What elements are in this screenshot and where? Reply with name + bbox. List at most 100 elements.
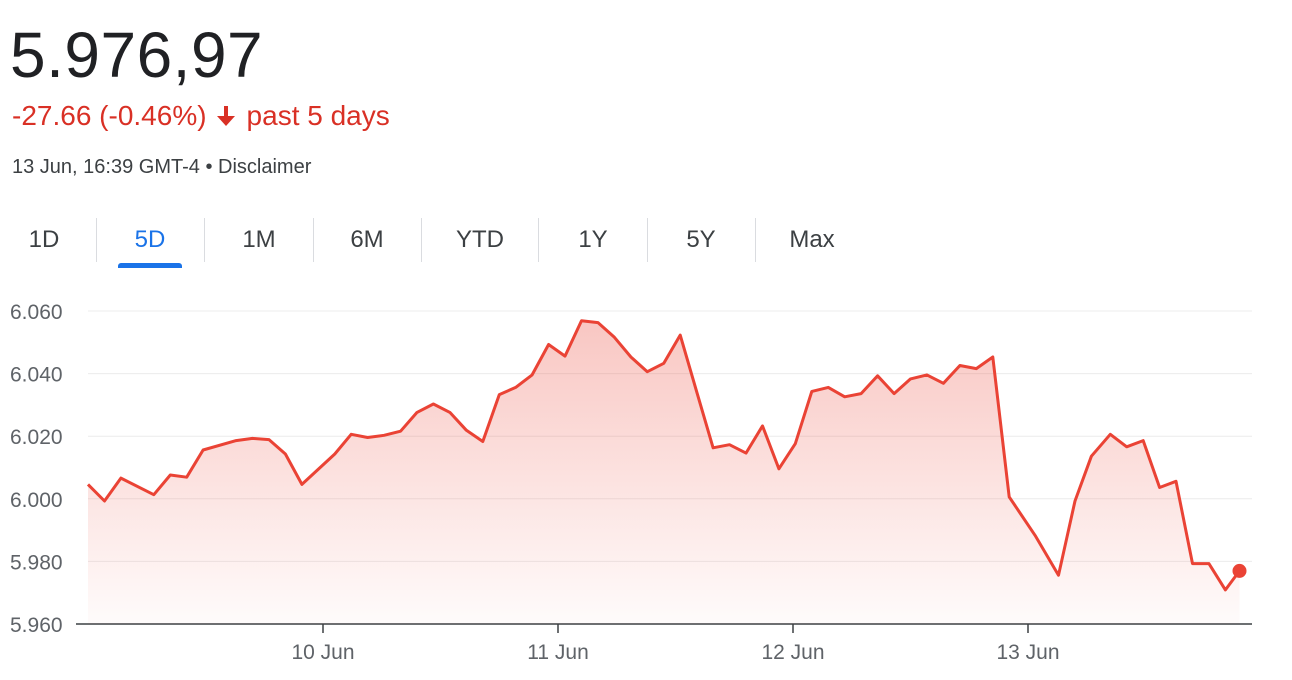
y-tick-label: 5.980 <box>10 551 63 574</box>
data-point <box>761 424 765 428</box>
data-point <box>1158 486 1162 490</box>
data-point <box>481 440 485 444</box>
data-point <box>958 364 962 368</box>
data-point <box>86 482 90 486</box>
data-point <box>464 428 468 432</box>
data-point <box>547 343 551 347</box>
data-point <box>596 321 600 325</box>
change-value: -27.66 (-0.46%) <box>12 100 207 131</box>
tab-label: 1Y <box>578 226 608 253</box>
tab-divider <box>647 218 648 262</box>
data-point <box>612 335 616 339</box>
x-tick-label: 12 Jun <box>761 641 824 664</box>
data-point <box>1073 499 1077 503</box>
tab-1d[interactable]: 1D <box>8 212 80 268</box>
tab-1y[interactable]: 1Y <box>556 212 630 268</box>
data-point <box>1108 432 1112 436</box>
change-period: past 5 days <box>246 100 390 131</box>
y-tick-label: 6.060 <box>10 301 63 324</box>
data-point <box>1141 439 1145 443</box>
data-point <box>415 410 419 414</box>
data-point <box>1174 479 1178 483</box>
data-point <box>119 476 123 480</box>
data-point <box>234 439 238 443</box>
data-point <box>366 436 370 440</box>
data-point <box>892 392 896 396</box>
tab-6m[interactable]: 6M <box>330 212 404 268</box>
data-point <box>431 402 435 406</box>
data-point <box>349 432 353 436</box>
data-point <box>810 389 814 393</box>
tab-divider <box>204 218 205 262</box>
x-tick-label: 13 Jun <box>996 641 1059 664</box>
current-price: 5.976,97 <box>10 19 264 91</box>
tab-divider <box>96 218 97 262</box>
data-point <box>1089 454 1093 458</box>
data-point <box>941 381 945 385</box>
data-point <box>793 442 797 446</box>
tab-label: 1M <box>242 226 276 253</box>
data-point <box>580 319 584 323</box>
data-point <box>1191 562 1195 566</box>
y-tick-label: 5.960 <box>10 614 63 637</box>
tab-divider <box>313 218 314 262</box>
tab-ytd[interactable]: YTD <box>436 212 524 268</box>
data-point <box>645 370 649 374</box>
tab-label: 5Y <box>686 226 716 253</box>
data-point <box>1033 533 1037 537</box>
y-tick-label: 6.040 <box>10 364 63 387</box>
disclaimer-link[interactable]: Disclaimer <box>218 156 312 178</box>
data-point <box>103 499 107 503</box>
tab-5y[interactable]: 5Y <box>664 212 738 268</box>
data-point <box>1223 588 1227 592</box>
tab-5d[interactable]: 5D <box>112 212 188 268</box>
last-price-marker <box>1232 563 1247 578</box>
data-point <box>1007 495 1011 499</box>
data-point <box>1057 573 1061 577</box>
range-tabs: 1D 5D 1M 6M YTD 1Y 5Y Max <box>0 212 900 270</box>
active-tab-indicator <box>118 263 182 268</box>
area-fill <box>88 320 1240 624</box>
timestamp-line: 13 Jun, 16:39 GMT-4 • Disclaimer <box>12 154 311 180</box>
price-chart[interactable]: 6.060 6.040 6.020 6.000 5.980 5.960 10 Jun 11 J… <box>0 282 1292 680</box>
data-point <box>382 433 386 437</box>
tab-label: 6M <box>350 226 384 253</box>
tab-label: YTD <box>456 226 504 253</box>
x-tick-label: 11 Jun <box>527 641 589 664</box>
data-point <box>185 475 189 479</box>
data-point <box>333 452 337 456</box>
data-point <box>251 436 255 440</box>
data-point <box>497 393 501 397</box>
data-point <box>283 452 287 456</box>
data-point <box>925 373 929 377</box>
data-point <box>1125 445 1129 449</box>
data-point <box>201 448 205 452</box>
data-point <box>678 333 682 337</box>
tab-divider <box>538 218 539 262</box>
tab-divider <box>755 218 756 262</box>
data-point <box>399 429 403 433</box>
y-tick-label: 6.020 <box>10 426 63 449</box>
tab-1m[interactable]: 1M <box>222 212 296 268</box>
data-point <box>991 355 995 359</box>
data-point <box>728 443 732 447</box>
separator: • <box>205 156 213 178</box>
data-point <box>530 373 534 377</box>
data-point <box>695 389 699 393</box>
data-point <box>514 385 518 389</box>
data-point <box>1207 562 1211 566</box>
data-point <box>152 493 156 497</box>
data-point <box>974 367 978 371</box>
x-tick-label: 10 Jun <box>291 641 354 664</box>
tab-label: 5D <box>134 226 166 253</box>
tab-max[interactable]: Max <box>772 212 852 268</box>
y-tick-label: 6.000 <box>10 489 63 512</box>
data-point <box>859 392 863 396</box>
price-change: -27.66 (-0.46%) past 5 days <box>12 98 390 134</box>
data-point <box>662 361 666 365</box>
data-point <box>267 438 271 442</box>
data-point <box>909 377 913 381</box>
data-point <box>826 385 830 389</box>
data-point <box>300 482 304 486</box>
data-point <box>843 395 847 399</box>
